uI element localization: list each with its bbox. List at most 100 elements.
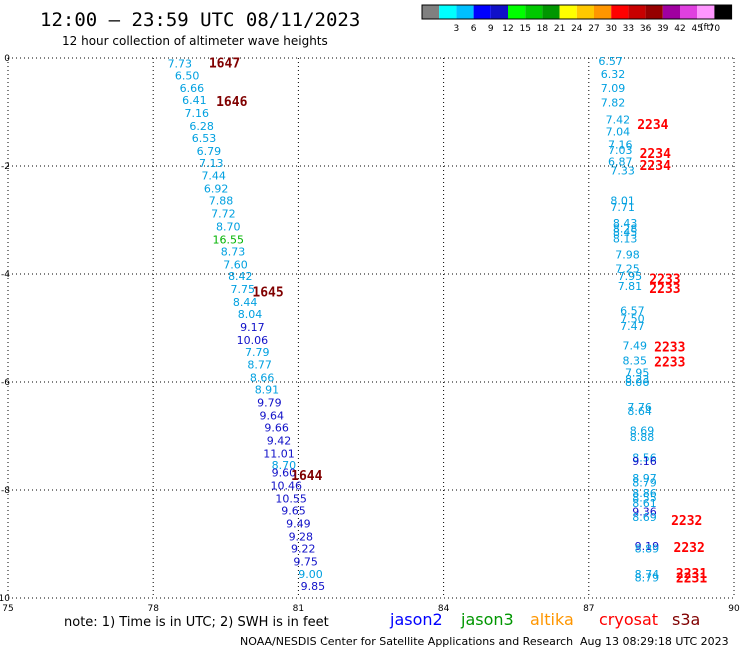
color-scale-label: 33 [623,24,634,34]
color-scale-swatch [490,5,508,19]
wave-height-label: 6.50 [175,69,200,82]
color-scale-label: 39 [657,24,669,34]
wave-height-label: 7.44 [201,170,226,183]
color-scale-swatch [439,5,457,19]
pass-number-label: 2234 [637,118,668,133]
color-scale-label: 6 [471,24,477,34]
wave-height-label: 6.28 [189,120,214,133]
wave-height-label: 8.70 [216,220,241,233]
satellite-altika: altika [530,610,574,629]
wave-height-label: 8.86 [632,487,657,500]
wave-height-label: 8.01 [610,195,635,208]
wave-height-label: 8.97 [632,472,657,485]
pass-number-label: 1644 [291,469,322,484]
wave-height-label: 8.66 [250,372,275,385]
wave-height-label: 8.77 [247,359,272,372]
wave-height-label: 8.73 [221,245,246,258]
chart-subtitle: 12 hour collection of altimeter wave hei… [62,34,328,48]
wave-height-label: 8.55 [632,492,657,505]
color-scale-label: 70 [709,24,721,34]
wave-height-label: 10.06 [237,334,269,347]
color-scale-swatch [525,5,543,19]
wave-height-label: 9.64 [260,409,285,422]
wave-height-label: 8.69 [630,425,655,438]
wave-height-label: 9.17 [240,321,265,334]
wave-height-label: 8.23 [625,373,650,386]
color-scale-label: 15 [519,24,530,34]
pass-number-label: 2233 [649,272,680,287]
color-scale-swatch [714,5,732,19]
chart-title: 12:00 – 23:59 UTC 08/11/2023 [40,9,360,31]
y-tick-label: 0 [4,54,10,64]
pass-number-label: 2232 [671,514,702,529]
wave-height-label: 6.92 [204,183,229,196]
wave-height-label: 7.95 [618,270,643,283]
footer-timestamp: Aug 13 08:29:18 UTC 2023 [580,635,729,648]
x-tick-label: 75 [2,604,13,614]
wave-height-label: 7.49 [623,339,648,352]
wave-height-label: 16.55 [212,233,244,246]
wave-height-label: 7.42 [606,114,631,127]
wave-height-label: 8.44 [233,296,258,309]
wave-height-label: 8.91 [255,384,280,397]
wave-height-label: 8.64 [627,405,652,418]
wave-height-label: 8.56 [632,452,657,465]
wave-height-label: 7.16 [608,138,633,151]
wave-height-label: 9.42 [267,434,292,447]
color-scale-swatch [473,5,491,19]
wave-height-label: 9.65 [281,505,306,518]
wave-height-label: 8.61 [632,497,657,510]
color-scale-label: 3 [454,24,460,34]
wave-height-label: 9.16 [632,455,657,468]
wave-height-label: 7.47 [620,320,645,333]
wave-height-label: 9.75 [293,555,318,568]
color-scale-frame [421,4,733,20]
color-scale-swatch [559,5,577,19]
wave-height-label: 6.41 [182,94,207,107]
color-scale-label: 27 [588,24,599,34]
pass-number-label: 2231 [676,567,707,582]
x-tick-label: 87 [583,604,594,614]
wave-height-label: 8.45 [613,226,638,239]
plot-grid [7,57,735,599]
wave-height-label: 8.13 [613,232,638,245]
wave-height-label: 6.57 [620,305,645,318]
color-scale-swatch [456,5,474,19]
pass-number-label: 2233 [654,340,685,355]
wave-height-label: 7.81 [618,280,643,293]
wave-height-label: 7.50 [620,312,645,325]
wave-height-label: 7.03 [608,144,633,157]
wave-height-label: 9.79 [257,397,282,410]
wave-height-label: 10.55 [275,493,307,506]
footnote: note: 1) Time is in UTC; 2) SWH is in fe… [64,615,329,630]
pass-number-label: 2233 [654,355,685,370]
wave-height-label: 6.66 [180,82,205,95]
x-tick-label: 90 [728,604,740,614]
wave-height-label: 9.60 [272,467,297,480]
wave-height-label: 7.79 [245,346,270,359]
wave-height-label: 7.25 [615,263,640,276]
wave-height-label: 8.28 [613,223,638,236]
y-tick-label: -6 [1,378,10,388]
wave-height-label: 7.76 [627,401,652,414]
wave-height-label: 8.06 [625,376,650,389]
wave-height-label: 7.16 [185,107,210,120]
color-scale-swatch [645,5,663,19]
pass-number-label: 2234 [640,159,671,174]
wave-height-label: 7.04 [606,125,631,138]
wave-height-label: 8.43 [613,217,638,230]
color-scale-swatch [697,5,715,19]
wave-height-label: 6.32 [601,68,626,81]
wave-height-label: 7.60 [223,258,248,271]
wave-height-label: 8.89 [635,542,660,555]
x-tick-label: 78 [147,604,159,614]
color-scale-label: 30 [605,24,617,34]
pass-number-label: 2234 [640,147,671,162]
wave-height-label: 6.57 [598,55,623,68]
wave-height-label: 8.70 [272,459,297,472]
y-tick-label: -10 [0,594,10,604]
pass-number-label: 1647 [209,56,240,71]
wave-height-label: 7.98 [615,249,640,262]
